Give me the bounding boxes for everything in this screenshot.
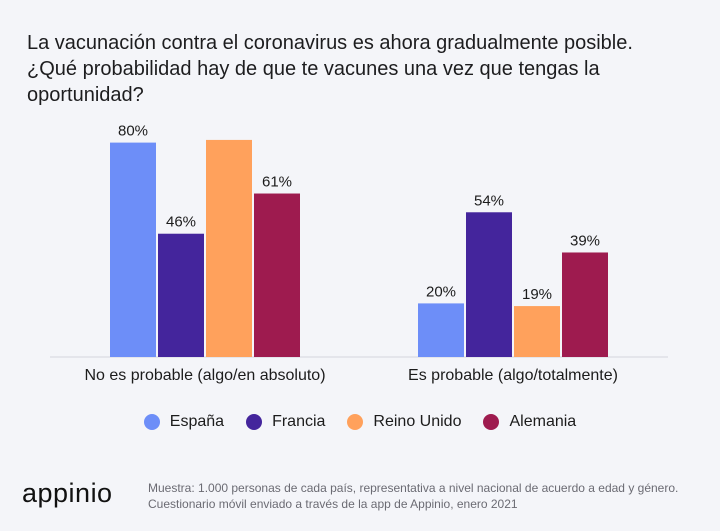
legend-item-francia: Francia — [246, 413, 325, 431]
legend: España Francia Reino Unido Alemania — [0, 413, 720, 431]
data-label: 80% — [118, 123, 148, 140]
bar-chart: 80% 46% 61% No es probable (algo/en absolut… — [50, 123, 668, 384]
legend-item-espana: España — [143, 413, 225, 431]
legend-item-reino-unido: Reino Unido — [347, 413, 461, 431]
bar — [418, 303, 464, 357]
data-label: 19% — [522, 286, 552, 303]
legend-swatch — [483, 414, 500, 430]
bar — [110, 142, 156, 357]
bar — [158, 233, 204, 357]
title-line-3: oportunidad? — [27, 84, 144, 106]
data-label: 46% — [166, 214, 196, 231]
data-label: 61% — [262, 174, 292, 191]
bar — [206, 139, 252, 357]
bar — [466, 212, 512, 357]
category-label: Es probable (algo/totalmente) — [408, 367, 618, 384]
data-label: 39% — [570, 232, 600, 249]
legend-swatch — [143, 414, 160, 430]
title-line-2: ¿Qué probabilidad hay de que te vacunes … — [27, 58, 600, 80]
appinio-logo: appinio — [22, 478, 113, 508]
legend-label: España — [169, 413, 225, 430]
legend-swatch — [246, 414, 263, 430]
bar — [514, 306, 560, 357]
bar — [562, 252, 608, 357]
source-note: Muestra: 1.000 personas de cada país, re… — [148, 481, 679, 511]
legend-label: Reino Unido — [373, 413, 462, 430]
category-label: No es probable (algo/en absoluto) — [84, 367, 325, 384]
legend-label: Alemania — [509, 413, 577, 430]
bar — [254, 193, 300, 357]
title-line-1: La vacunación contra el coronavirus es a… — [27, 32, 633, 54]
data-label: 20% — [426, 283, 456, 300]
chart-title: La vacunación contra el coronavirus es a… — [27, 30, 687, 108]
legend-label: Francia — [272, 413, 326, 430]
legend-swatch — [347, 414, 364, 430]
legend-item-alemania: Alemania — [483, 413, 576, 431]
data-label: 54% — [474, 192, 504, 209]
